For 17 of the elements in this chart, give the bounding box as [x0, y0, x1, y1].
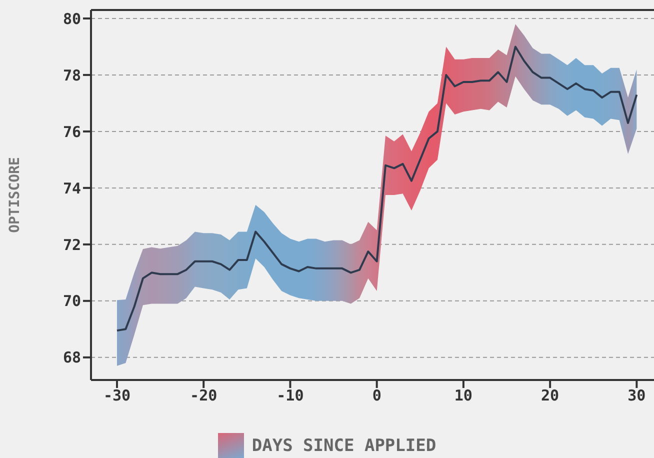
- x-tick-label: 30: [628, 386, 646, 405]
- x-tick-label: -30: [103, 386, 131, 405]
- y-axis-title: OPTISCORE: [6, 157, 23, 233]
- y-tick-label: 78: [62, 66, 81, 84]
- x-axis-title: DAYS SINCE APPLIED: [252, 436, 436, 456]
- y-tick-label: 74: [62, 179, 81, 198]
- x-tick-label: 20: [541, 386, 560, 405]
- y-tick-label: 76: [62, 122, 81, 141]
- y-tick-label: 68: [62, 348, 81, 367]
- y-tick-label: 80: [62, 10, 81, 28]
- x-tick-label: 10: [454, 386, 472, 405]
- y-tick-label: 72: [62, 236, 81, 254]
- x-tick-label: 0: [372, 386, 382, 405]
- line-series: [116, 46, 638, 332]
- x-tick-label: -20: [190, 386, 218, 405]
- x-tick-label: -10: [276, 386, 304, 405]
- y-tick-label: 70: [62, 292, 81, 310]
